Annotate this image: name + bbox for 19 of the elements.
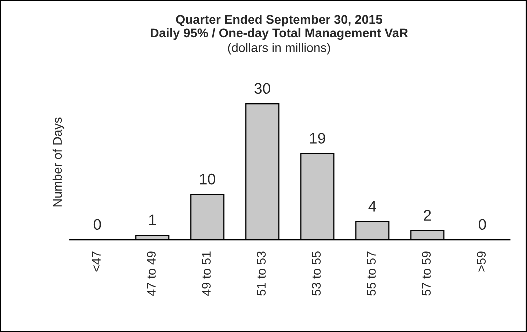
x-tick-label: 53 to 55: [312, 252, 321, 296]
data-label: 30: [254, 83, 271, 94]
x-tick-label: >59: [477, 252, 486, 272]
x-tick-label: 47 to 49: [147, 252, 156, 296]
data-label: 4: [368, 201, 376, 212]
data-label: 1: [150, 214, 156, 226]
x-tick-label: 57 to 59: [422, 252, 431, 296]
data-label: 0: [478, 219, 486, 230]
y-axis-title: Number of Days: [52, 118, 65, 207]
data-label: 10: [200, 174, 216, 185]
x-tick-label: 55 to 57: [367, 252, 376, 296]
chart-subtitle: (dollars in millions): [228, 43, 330, 55]
data-label: 19: [310, 133, 326, 144]
x-tick-label: 49 to 51: [202, 252, 211, 296]
x-tick-label: <47: [92, 252, 101, 272]
chart-title: Quarter Ended September 30, 2015 Daily 95% / One-day Total Management VaR: [151, 14, 408, 40]
x-tick-label: 51 to 53: [257, 252, 266, 296]
data-label: 2: [424, 210, 432, 221]
data-label: 0: [94, 219, 102, 230]
